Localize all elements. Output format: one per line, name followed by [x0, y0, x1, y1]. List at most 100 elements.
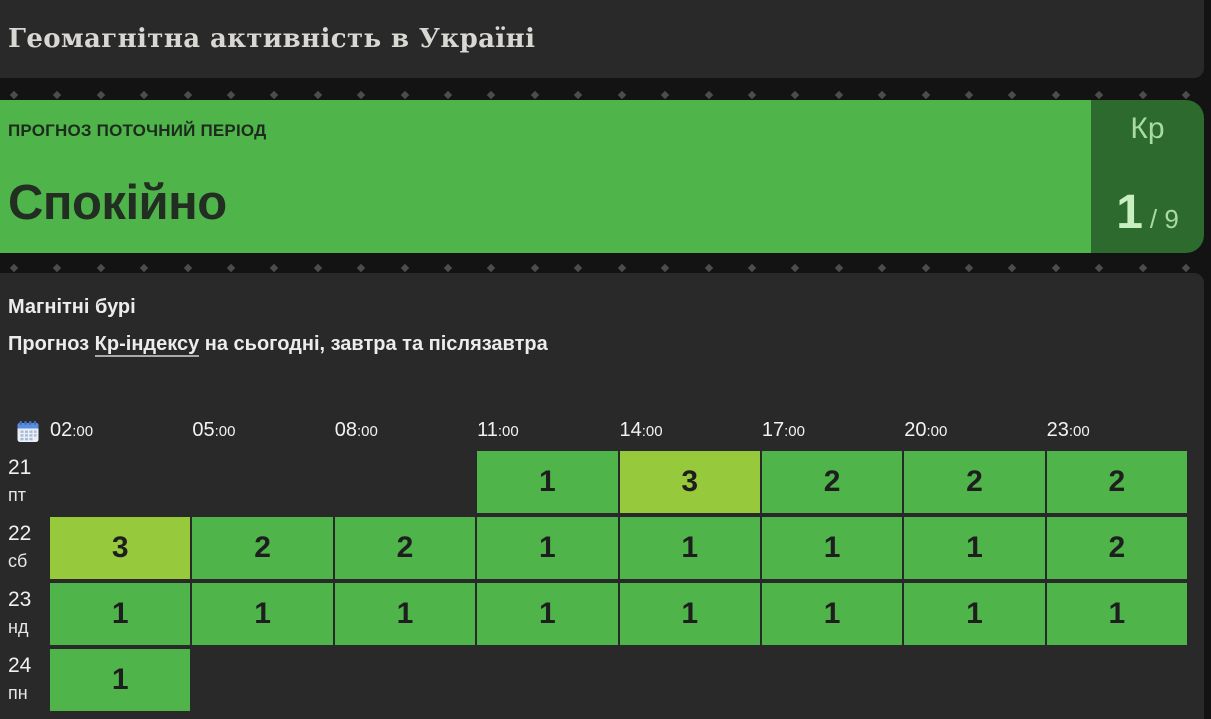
- diamond-dot: [53, 263, 62, 273]
- forecast-row: 24 пн 1: [8, 649, 1187, 711]
- kp-cell: 3: [50, 517, 191, 579]
- kp-value-row: 1 / 9: [1116, 189, 1179, 237]
- date-label: 22 сб: [8, 517, 48, 579]
- kp-cell: 1: [50, 583, 191, 645]
- kp-cell: 1: [1046, 583, 1187, 645]
- diamond-dot: [1094, 263, 1104, 273]
- kp-cell: 1: [619, 583, 760, 645]
- storms-subtitle: Прогноз Кр-індексу на сьогодні, завтра т…: [8, 331, 1204, 357]
- diamond-dot: [1094, 90, 1104, 100]
- diamond-dot: [226, 90, 236, 100]
- day-abbr: пт: [8, 485, 26, 505]
- diamond-dot: [877, 90, 887, 100]
- kp-index-box: Кр 1 / 9: [1091, 100, 1204, 253]
- diamond-dot: [270, 263, 279, 273]
- date-number: 21: [8, 456, 32, 479]
- kp-cell: 1: [477, 583, 618, 645]
- kp-cell: 2: [1046, 451, 1187, 513]
- diamond-dot: [139, 90, 149, 100]
- time-label: 08:00: [334, 419, 378, 441]
- kp-index-link[interactable]: Кр-індексу: [94, 333, 200, 357]
- diamond-dot: [1008, 90, 1017, 100]
- page-title: Геомагнітна активність в Україні: [8, 24, 536, 54]
- kp-cell: 1: [904, 583, 1045, 645]
- date-number: 22: [8, 522, 32, 545]
- empty-cell: [192, 649, 332, 711]
- diamond-row: [9, 263, 1191, 273]
- diamond-dot: [443, 263, 453, 273]
- diamond-dot: [53, 90, 62, 100]
- day-abbr: сб: [8, 551, 28, 571]
- diamond-dot: [357, 90, 366, 100]
- date-label: 23 нд: [8, 583, 48, 645]
- diamond-dot: [1138, 263, 1147, 273]
- kp-cell: 1: [334, 583, 476, 645]
- diamond-dot: [313, 90, 323, 100]
- diamond-row: [9, 90, 1191, 100]
- diamond-dot: [660, 263, 670, 273]
- subtitle-prefix: Прогноз: [8, 333, 95, 355]
- kp-cell: 3: [619, 451, 760, 513]
- empty-cell: [1047, 649, 1187, 711]
- diamond-dot: [96, 90, 106, 100]
- empty-cell: [904, 649, 1044, 711]
- diamond-dot: [791, 263, 800, 273]
- diamond-dot: [704, 90, 713, 100]
- diamond-dot: [1181, 90, 1191, 100]
- kp-cell: 1: [619, 517, 760, 579]
- diamond-dot: [834, 263, 843, 273]
- diamond-dot: [1051, 263, 1060, 273]
- calendar-icon: [16, 420, 40, 443]
- diamond-dot: [400, 90, 409, 100]
- diamond-dot: [834, 90, 843, 100]
- diamond-dot: [270, 90, 279, 100]
- kp-label: Кр: [1130, 112, 1165, 145]
- kp-cell: 2: [192, 517, 333, 579]
- diamond-dot: [183, 90, 192, 100]
- kp-cell: 1: [477, 517, 618, 579]
- table-header-row: 02:00 05:00 08:00 11:00 14:00 17:00 20:00 23:00: [8, 414, 1187, 447]
- storms-section: Магнітні бурі Прогноз Кр-індексу на сьог…: [0, 273, 1204, 719]
- kp-cell: 2: [904, 451, 1045, 513]
- diamond-dot: [226, 263, 236, 273]
- diamond-dot: [1181, 263, 1191, 273]
- kp-cell: 1: [761, 583, 903, 645]
- time-label: 02:00: [50, 419, 94, 441]
- date-number: 23: [8, 588, 32, 611]
- diamond-dot: [791, 90, 800, 100]
- time-label: 23:00: [1046, 419, 1090, 441]
- diamond-dot: [747, 263, 757, 273]
- date-label: 24 пн: [8, 649, 48, 711]
- forecast-row: 22 сб 3 2 2 1 1 1 1 2: [8, 517, 1187, 579]
- empty-cell: [620, 649, 760, 711]
- subtitle-suffix: на сьогодні, завтра та післязавтра: [199, 333, 548, 355]
- forecast-row: 21 пт 1 3 2 2 2: [8, 451, 1187, 513]
- time-label: 17:00: [761, 419, 805, 441]
- diamond-dot: [921, 263, 930, 273]
- diamond-dot: [139, 263, 149, 273]
- time-label: 11:00: [477, 419, 519, 441]
- diamond-dot: [487, 263, 496, 273]
- empty-cell: [50, 451, 190, 513]
- kp-value: 1: [1116, 186, 1143, 239]
- diamond-dot: [400, 263, 409, 273]
- kp-cell: 1: [192, 583, 333, 645]
- date-number: 24: [8, 654, 32, 677]
- diamond-dot: [96, 263, 106, 273]
- time-label: 14:00: [619, 419, 663, 441]
- table-corner: [8, 418, 48, 443]
- banner-status: Спокійно: [8, 176, 227, 230]
- diamond-dot: [704, 263, 713, 273]
- diamond-dot: [313, 263, 323, 273]
- kp-forecast-table: 02:00 05:00 08:00 11:00 14:00 17:00 20:00 23:00…: [8, 414, 1187, 711]
- empty-cell: [762, 649, 902, 711]
- kp-cell: 1: [477, 451, 618, 513]
- kp-cell: 2: [334, 517, 476, 579]
- diamond-dot: [530, 90, 540, 100]
- kp-max: / 9: [1149, 204, 1179, 234]
- diamond-dot: [660, 90, 670, 100]
- diamond-dot: [921, 90, 930, 100]
- diamond-dot: [9, 90, 19, 100]
- kp-cell: 1: [904, 517, 1045, 579]
- kp-cell: 1: [761, 517, 903, 579]
